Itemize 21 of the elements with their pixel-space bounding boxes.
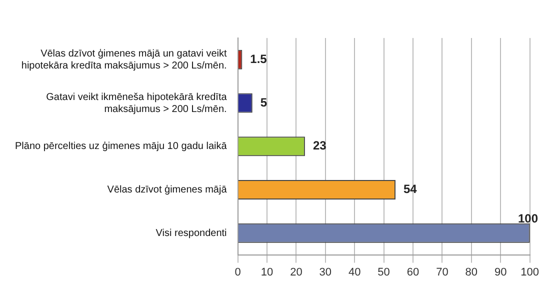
y-tick-label: Gatavi veikt ikmēneša hipotekārā kredīta maksājumus > 200 Ls/mēn. [46,92,228,115]
y-tick-label: Vēlas dzīvot ģimenes mājā un gatavi veikt hipotekāra kredīta maksājumus > 200 Ls/mēn. [21,48,227,72]
data-label: 54 [403,182,418,196]
x-tick-label: 20 [290,266,302,278]
data-label: 5 [260,95,268,110]
x-tick-label: 70 [436,266,448,278]
y-tick-label: Vēlas dzīvot ģimenes mājā [107,184,228,196]
x-tick-label: 0 [234,266,241,278]
x-tick-label: 30 [319,266,332,278]
y-tick-label: Plāno pērcelties uz ģimenes māju 10 gadu laikā [14,141,228,152]
x-tick-label: 10 [260,266,274,278]
x-tick-label: 50 [378,266,390,278]
x-tick-label: 80 [465,266,478,278]
data-label: 23 [312,138,327,153]
x-tick-label: 100 [520,266,540,278]
data-label: 100 [518,211,538,226]
y-tick-label: Visi respondenti [156,228,227,239]
x-tick-label: 60 [406,266,420,278]
x-tick-label: 90 [494,266,507,278]
x-tick-label: 40 [348,266,361,278]
data-label: 1.5 [250,52,268,66]
